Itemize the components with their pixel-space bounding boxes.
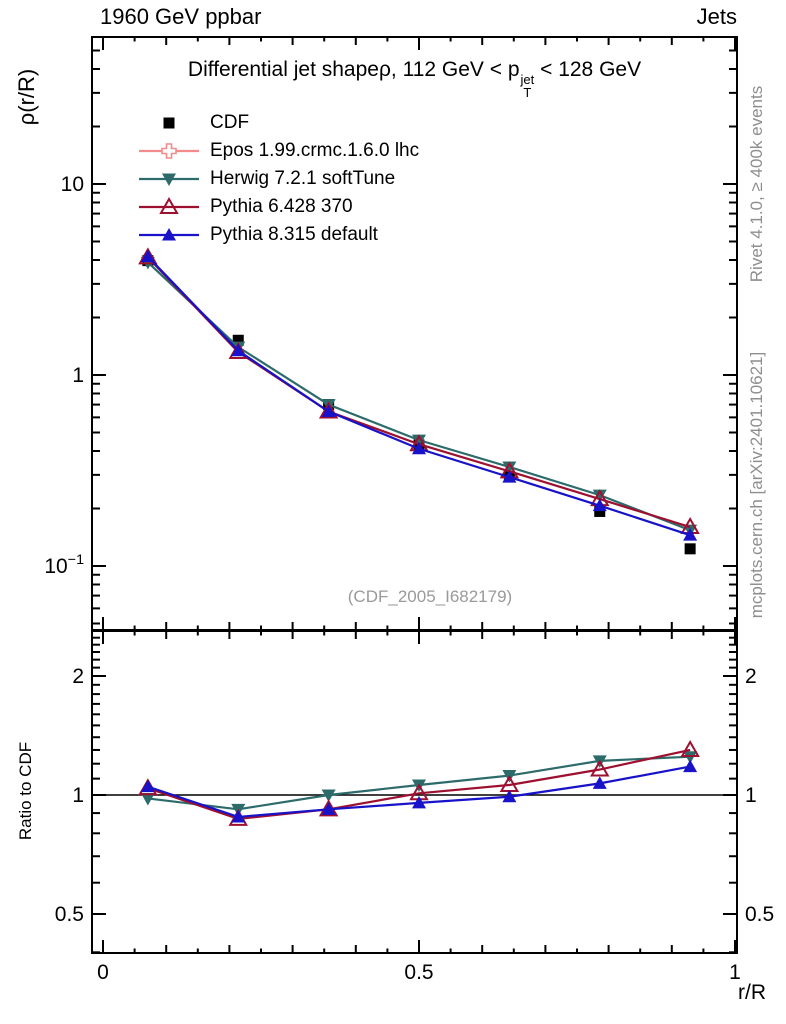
pythia6-marker-icon bbox=[139, 196, 199, 214]
epos-marker-icon bbox=[139, 143, 199, 159]
pt-jet-supsub: jet T bbox=[521, 73, 535, 99]
legend: CDF Epos 1.99.crmc.1.6.0 lhc Herwig 7.2.… bbox=[137, 109, 419, 249]
legend-row-cdf: CDF bbox=[137, 109, 419, 137]
pt-superscript: jet bbox=[520, 72, 535, 87]
svg-text:1: 1 bbox=[745, 784, 757, 807]
legend-row-pythia8: Pythia 8.315 default bbox=[137, 221, 419, 249]
svg-text:10−1: 10−1 bbox=[44, 552, 84, 578]
plot-title: Differential jet shapeρ, 112 GeV < p jet T… bbox=[92, 58, 737, 99]
pt-subscript: T bbox=[523, 85, 532, 100]
svg-text:0.5: 0.5 bbox=[745, 903, 774, 926]
svg-text:10: 10 bbox=[61, 173, 84, 196]
rivet-version-note: Rivet 4.1.0, ≥ 400k events bbox=[747, 85, 766, 283]
svg-text:1: 1 bbox=[72, 364, 84, 387]
herwig-marker-icon bbox=[139, 173, 199, 186]
legend-label-pythia6: Pythia 6.428 370 bbox=[210, 196, 353, 217]
svg-text:0: 0 bbox=[97, 961, 109, 984]
plot-title-prefix: Differential jet shapeρ, 112 GeV < p bbox=[187, 58, 520, 81]
analysis-id-watermark: (CDF_2005_I682179) bbox=[347, 587, 513, 606]
x-axis-title: r/R bbox=[738, 981, 766, 1004]
ratio-y-axis-title: Ratio to CDF bbox=[16, 741, 35, 841]
legend-row-herwig: Herwig 7.2.1 softTune bbox=[137, 165, 419, 193]
mcplots-arxiv-note: mcplots.cern.ch [arXiv:2401.10621] bbox=[747, 351, 766, 619]
analysis-group-label: Jets bbox=[696, 4, 737, 29]
legend-row-epos: Epos 1.99.crmc.1.6.0 lhc bbox=[137, 137, 419, 165]
beam-energy-label: 1960 GeV ppbar bbox=[100, 4, 262, 29]
svg-text:0.5: 0.5 bbox=[404, 961, 433, 984]
cdf-marker-icon bbox=[163, 117, 175, 129]
pythia8-marker-icon bbox=[139, 228, 199, 241]
svg-text:1: 1 bbox=[729, 961, 741, 984]
legend-label-herwig: Herwig 7.2.1 softTune bbox=[210, 168, 396, 189]
legend-row-pythia6: Pythia 6.428 370 bbox=[137, 193, 419, 221]
legend-label-epos: Epos 1.99.crmc.1.6.0 lhc bbox=[210, 140, 420, 161]
main-y-axis-title: ρ(r/R) bbox=[14, 68, 39, 126]
svg-text:1: 1 bbox=[72, 784, 84, 807]
plot-title-suffix: < 128 GeV bbox=[534, 58, 642, 81]
svg-text:2: 2 bbox=[745, 665, 757, 688]
svg-text:2: 2 bbox=[72, 665, 84, 688]
svg-text:0.5: 0.5 bbox=[55, 903, 84, 926]
legend-label-cdf: CDF bbox=[210, 112, 250, 133]
legend-label-pythia8: Pythia 8.315 default bbox=[210, 224, 378, 245]
